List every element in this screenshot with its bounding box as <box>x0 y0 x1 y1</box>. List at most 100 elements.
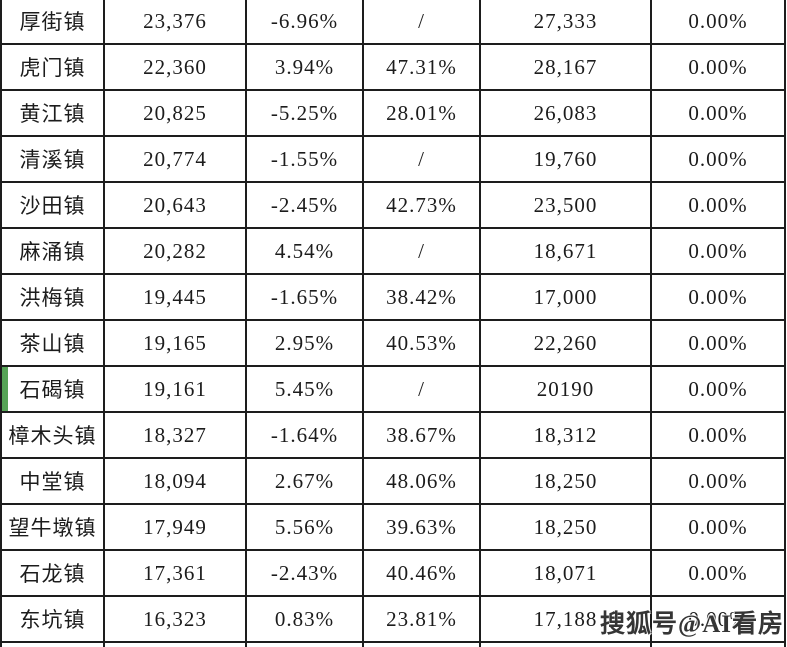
value-2-label: 26,083 <box>533 100 598 125</box>
table-row: 麻涌镇 20,282 4.54% / 18,671 0.00% <box>0 227 786 275</box>
cell-town-name: 虎门镇 <box>0 43 105 91</box>
town-name-label: 黄江镇 <box>19 102 86 126</box>
pct-1-label: -5.25% <box>270 100 339 125</box>
pct-2-label: 47.31% <box>386 54 457 79</box>
cell-pct-1: 4.54% <box>245 227 364 275</box>
value-2-label: 18,071 <box>533 560 598 585</box>
table-row: 东坑镇 16,323 0.83% 23.81% 17,188 0.00% <box>0 595 786 643</box>
table-row: 望牛墩镇 17,949 5.56% 39.63% 18,250 0.00% <box>0 503 786 551</box>
town-name-label: 清溪镇 <box>19 148 86 172</box>
town-name-label: 东坑镇 <box>19 608 86 632</box>
cell-value-1: 18,094 <box>103 457 247 505</box>
value-1-label: 23,376 <box>143 8 207 33</box>
cell-pct-3: 0.00% <box>650 273 786 321</box>
cell-pct-2: 28.01% <box>362 89 481 137</box>
pct-1-label: 3.94% <box>274 54 335 79</box>
cell-pct-3: 0.00% <box>650 0 786 45</box>
cell-town-name: 清溪镇 <box>0 135 105 183</box>
pct-1-label: 4.54% <box>274 238 335 263</box>
town-name-label: 茶山镇 <box>19 332 86 356</box>
pct-3-label: 0.00% <box>688 514 748 539</box>
value-2-label: 23,500 <box>533 192 598 217</box>
value-2-label: 18,312 <box>533 422 598 447</box>
value-2-label: 17,188 <box>533 606 598 631</box>
cell-pct-3: 0.00% <box>650 457 786 505</box>
pct-2-label: 40.46% <box>386 560 457 585</box>
value-1-label: 22,360 <box>143 54 207 79</box>
cell-value-2: 17,000 <box>479 273 652 321</box>
table-row: 中堂镇 18,094 2.67% 48.06% 18,250 0.00% <box>0 457 786 505</box>
cell-value-2: 19,760 <box>479 135 652 183</box>
pct-3-label: 0.00% <box>688 468 748 493</box>
table-row: 茶山镇 19,165 2.95% 40.53% 22,260 0.00% <box>0 319 786 367</box>
cell-pct-2: 38.67% <box>362 411 481 459</box>
empty-cell <box>0 641 105 647</box>
cell-town-name: 石碣镇 <box>0 365 105 413</box>
pct-1-label: -6.96% <box>270 8 339 33</box>
value-1-label: 17,361 <box>143 560 207 585</box>
pct-3-label: 0.00% <box>688 192 748 217</box>
cell-value-2: 18,071 <box>479 549 652 597</box>
empty-cell <box>479 641 652 647</box>
cell-pct-2: 40.46% <box>362 549 481 597</box>
cell-pct-3: 0.00% <box>650 181 786 229</box>
cell-pct-2: / <box>362 0 481 45</box>
pct-3-label: 0.00% <box>688 330 748 355</box>
cell-pct-1: -2.45% <box>245 181 364 229</box>
pct-2-label: / <box>418 376 425 401</box>
pct-3-label: 0.00% <box>688 100 748 125</box>
cell-value-1: 17,361 <box>103 549 247 597</box>
value-1-label: 18,094 <box>143 468 207 493</box>
pct-2-label: 23.81% <box>386 606 457 631</box>
cell-value-2: 18,671 <box>479 227 652 275</box>
partial-bottom-row <box>0 641 786 647</box>
pct-1-label: 2.95% <box>274 330 335 355</box>
cell-value-1: 20,282 <box>103 227 247 275</box>
pct-2-label: / <box>418 146 425 171</box>
pct-3-label: 0.00% <box>688 284 748 309</box>
cell-town-name: 中堂镇 <box>0 457 105 505</box>
value-1-label: 19,161 <box>143 376 207 401</box>
cell-pct-3: 0.00% <box>650 319 786 367</box>
cell-value-1: 16,323 <box>103 595 247 643</box>
cell-value-2: 18,250 <box>479 457 652 505</box>
town-name-label: 麻涌镇 <box>19 240 86 264</box>
cell-pct-3: 0.00% <box>650 227 786 275</box>
table-row: 虎门镇 22,360 3.94% 47.31% 28,167 0.00% <box>0 43 786 91</box>
cell-pct-3: 0.00% <box>650 549 786 597</box>
town-name-label: 石碣镇 <box>19 378 86 402</box>
table-row: 沙田镇 20,643 -2.45% 42.73% 23,500 0.00% <box>0 181 786 229</box>
pct-2-label: 38.67% <box>386 422 457 447</box>
cell-value-2: 27,333 <box>479 0 652 45</box>
value-1-label: 18,327 <box>143 422 207 447</box>
pct-3-label: 0.00% <box>688 422 748 447</box>
cell-pct-1: -5.25% <box>245 89 364 137</box>
empty-cell <box>362 641 481 647</box>
cell-town-name: 石龙镇 <box>0 549 105 597</box>
cell-value-2: 26,083 <box>479 89 652 137</box>
table-row: 石碣镇 19,161 5.45% / 20190 0.00% <box>0 365 786 413</box>
pct-1-label: -2.45% <box>270 192 339 217</box>
pct-3-label: 0.00% <box>688 238 748 263</box>
pct-2-label: 42.73% <box>386 192 457 217</box>
pct-2-label: 38.42% <box>386 284 457 309</box>
value-2-label: 20190 <box>536 376 595 401</box>
value-1-label: 16,323 <box>143 606 207 631</box>
value-1-label: 17,949 <box>143 514 207 539</box>
cell-pct-1: 5.56% <box>245 503 364 551</box>
cell-pct-2: 38.42% <box>362 273 481 321</box>
cell-pct-2: 42.73% <box>362 181 481 229</box>
value-2-label: 22,260 <box>533 330 598 355</box>
cell-pct-3: 0.00% <box>650 43 786 91</box>
table-row: 黄江镇 20,825 -5.25% 28.01% 26,083 0.00% <box>0 89 786 137</box>
cell-pct-1: -1.55% <box>245 135 364 183</box>
value-1-label: 20,774 <box>143 146 207 171</box>
cell-pct-1: -6.96% <box>245 0 364 45</box>
cell-pct-2: 47.31% <box>362 43 481 91</box>
town-name-label: 石龙镇 <box>19 562 86 586</box>
town-name-label: 中堂镇 <box>19 470 86 494</box>
value-2-label: 19,760 <box>533 146 598 171</box>
cell-pct-1: 5.45% <box>245 365 364 413</box>
cell-value-1: 19,165 <box>103 319 247 367</box>
cell-pct-3: 0.00% <box>650 411 786 459</box>
